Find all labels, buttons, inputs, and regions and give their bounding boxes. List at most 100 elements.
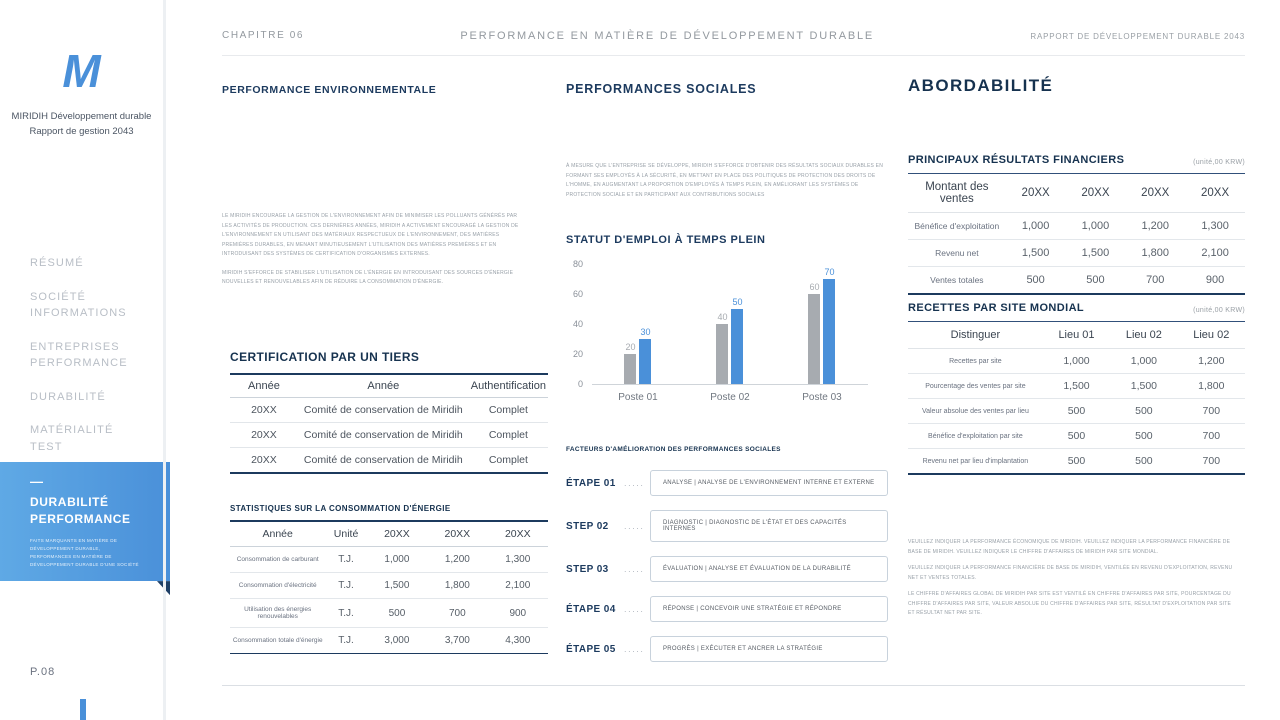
active-item-dash: — — [30, 474, 43, 489]
row-label: Pourcentage des ventes par site — [908, 373, 1043, 399]
cell: 700 — [1125, 266, 1186, 295]
revenue-table: Distinguer Lieu 01 Lieu 02 Lieu 02 Recettes … — [908, 322, 1245, 475]
bar — [731, 309, 744, 384]
environment-heading: PERFORMANCE ENVIRONNEMENTALE — [222, 84, 437, 96]
bar-group: 20 30 Poste 01 — [618, 264, 657, 403]
column-header: 20XX — [1005, 174, 1066, 213]
y-tick-label: 40 — [572, 319, 583, 329]
sidebar-item[interactable]: DURABILITÉ — [30, 390, 106, 403]
step-label: ÉTAPE 01 — [566, 477, 616, 489]
step-row: ÉTAPE 04..... RÉPONSE | CONCEVOIR UNE STR… — [566, 596, 888, 622]
certification-table: Année Année Authentification 20XX Comité de … — [230, 373, 548, 474]
cell: 500 — [1110, 398, 1178, 424]
scroll-indicator[interactable] — [80, 699, 86, 720]
y-tick-label: 0 — [577, 379, 583, 389]
cell: 700 — [1177, 423, 1245, 449]
environment-paragraphs: LE MIRIDIH ENCOURAGE LA GESTION DE L'ENV… — [222, 212, 522, 297]
step-dots: ..... — [624, 644, 645, 654]
chart-heading: STATUT D'EMPLOI À TEMPS PLEIN — [566, 234, 766, 246]
row-label: 20XX — [230, 447, 298, 474]
factors-heading: FACTEURS D'AMÉLIORATION DES PERFORMANCES… — [566, 446, 781, 453]
bar-pair: 40 50 — [716, 264, 744, 384]
bar-pair: 20 30 — [624, 264, 652, 384]
row-label: Bénéfice d'exploitation — [908, 212, 1006, 240]
steps-list: ÉTAPE 01..... ANALYSE | ANALYSE DE L'ENVI… — [566, 470, 888, 676]
cell: Comité de conservation de Miridih — [297, 447, 469, 474]
step-box: DIAGNOSTIC | DIAGNOSTIC DE L'ÉTAT ET DES… — [650, 510, 888, 542]
chart-y-axis: 0 20 40 60 80 — [566, 259, 592, 389]
table-row: Consommation d'électricité T.J. 1,500 1,800… — [230, 572, 548, 599]
brand-line2: Rapport de gestion 2043 — [29, 125, 134, 137]
bar-column: 60 — [808, 282, 821, 384]
bar-value-label: 50 — [732, 297, 743, 307]
sidebar-item[interactable]: ENTREPRISES PERFORMANCE — [30, 340, 128, 370]
header-report-label: RAPPORT DE DÉVELOPPEMENT DURABLE 2043 — [1030, 32, 1245, 41]
footnotes: VEUILLEZ INDIQUER LA PERFORMANCE ÉCONOMI… — [908, 538, 1233, 626]
cell: 1,500 — [366, 572, 428, 599]
sidebar: M MIRIDIH Développement durable Rapport … — [0, 0, 170, 720]
column-header: 20XX — [366, 520, 428, 547]
sidebar-item[interactable]: SOCIÉTÉ INFORMATIONS — [30, 290, 127, 320]
employment-bar-chart: 0 20 40 60 80 20 30 Poste 01 40 50 Poste 02 60 70 Po… — [566, 259, 868, 403]
table-row: 20XX Comité de conservation de Miridih Com… — [230, 447, 548, 474]
revenue-title: RECETTES PAR SITE MONDIAL — [908, 302, 1085, 314]
cell: Complet — [468, 397, 548, 423]
step-dots: ..... — [624, 478, 645, 488]
environment-section: PERFORMANCE ENVIRONNEMENTALE LE MIRIDIH … — [222, 84, 548, 654]
environment-paragraph: MIRIDIH S'EFFORCE DE STABILISER L'UTILIS… — [222, 269, 514, 286]
energy-heading: STATISTIQUES SUR LA CONSOMMATION D'ÉNERG… — [230, 504, 451, 513]
certification-block: CERTIFICATION PAR UN TIERS Année Année Aut… — [230, 350, 548, 474]
x-axis-label: Poste 01 — [618, 392, 658, 403]
row-label: Revenu net par lieu d'implantation — [908, 448, 1043, 475]
cell: 1,200 — [427, 546, 488, 573]
cell: 1,000 — [1110, 348, 1178, 374]
cell: 500 — [1005, 266, 1066, 295]
financial-title: PRINCIPAUX RÉSULTATS FINANCIERS — [908, 154, 1125, 166]
bar — [639, 339, 652, 384]
bar-value-label: 70 — [824, 267, 835, 277]
bar-column: 50 — [731, 297, 744, 384]
cell: 4,300 — [487, 627, 548, 654]
step-box: PROGRÈS | EXÉCUTER ET ANCRER LA STRATÉGI… — [650, 636, 888, 662]
row-label: Consommation d'électricité — [230, 572, 326, 599]
affordability-section: ABORDABILITÉ PRINCIPAUX RÉSULTATS FINANC… — [908, 76, 1245, 616]
row-label: Consommation de carburant — [230, 546, 326, 573]
table-row: 20XX Comité de conservation de Miridih Com… — [230, 422, 548, 448]
step-row: STEP 02..... DIAGNOSTIC | DIAGNOSTIC DE L… — [566, 510, 888, 542]
revenue-title-row: RECETTES PAR SITE MONDIAL (unité,00 KRW) — [908, 302, 1245, 322]
active-item-subtext: FAITS MARQUANTS EN MATIÈRE DE DÉVELOPPEM… — [30, 537, 139, 568]
sidebar-item[interactable]: MATÉRIALITÉ TEST — [30, 424, 114, 453]
cell: Comité de conservation de Miridih — [297, 397, 469, 423]
row-label: Recettes par site — [908, 348, 1043, 374]
cell: 500 — [1042, 423, 1111, 449]
column-header: 20XX — [1125, 174, 1186, 213]
cell: 2,100 — [1185, 239, 1245, 267]
table-row: Recettes par site 1,000 1,000 1,200 — [908, 348, 1245, 374]
column-header: 20XX — [427, 520, 488, 547]
cell: Comité de conservation de Miridih — [297, 422, 469, 448]
bar-column: 40 — [716, 312, 729, 384]
cell: 1,000 — [366, 546, 428, 573]
bar-group: 40 50 Poste 02 — [710, 264, 749, 403]
cell: 1,000 — [1042, 348, 1111, 374]
sidebar-item[interactable]: RÉSUMÉ — [30, 257, 84, 269]
cell: T.J. — [325, 546, 367, 573]
cell: 1,800 — [1125, 239, 1186, 267]
cell: 500 — [1110, 423, 1178, 449]
sidebar-item-durabilite-performance[interactable]: — DURABILITÉ PERFORMANCE FAITS MARQUANTS… — [0, 462, 170, 582]
step-label: ÉTAPE 04 — [566, 603, 616, 615]
cell: 1,000 — [1065, 212, 1126, 240]
cell: 500 — [366, 598, 428, 628]
page-number: P.08 — [30, 666, 56, 678]
column-header: Lieu 02 — [1110, 322, 1178, 349]
step-row: ÉTAPE 01..... ANALYSE | ANALYSE DE L'ENVI… — [566, 470, 888, 496]
column-header: 20XX — [1065, 174, 1126, 213]
column-header: Unité — [325, 520, 367, 547]
environment-paragraph: LE MIRIDIH ENCOURAGE LA GESTION DE L'ENV… — [222, 213, 519, 257]
cell: Complet — [468, 447, 548, 474]
chapter-label: CHAPITRE 06 — [222, 30, 305, 41]
cell: 1,500 — [1065, 239, 1126, 267]
bar-column: 20 — [624, 342, 637, 384]
step-row: STEP 03..... ÉVALUATION | ANALYSE ET ÉVAL… — [566, 556, 888, 582]
